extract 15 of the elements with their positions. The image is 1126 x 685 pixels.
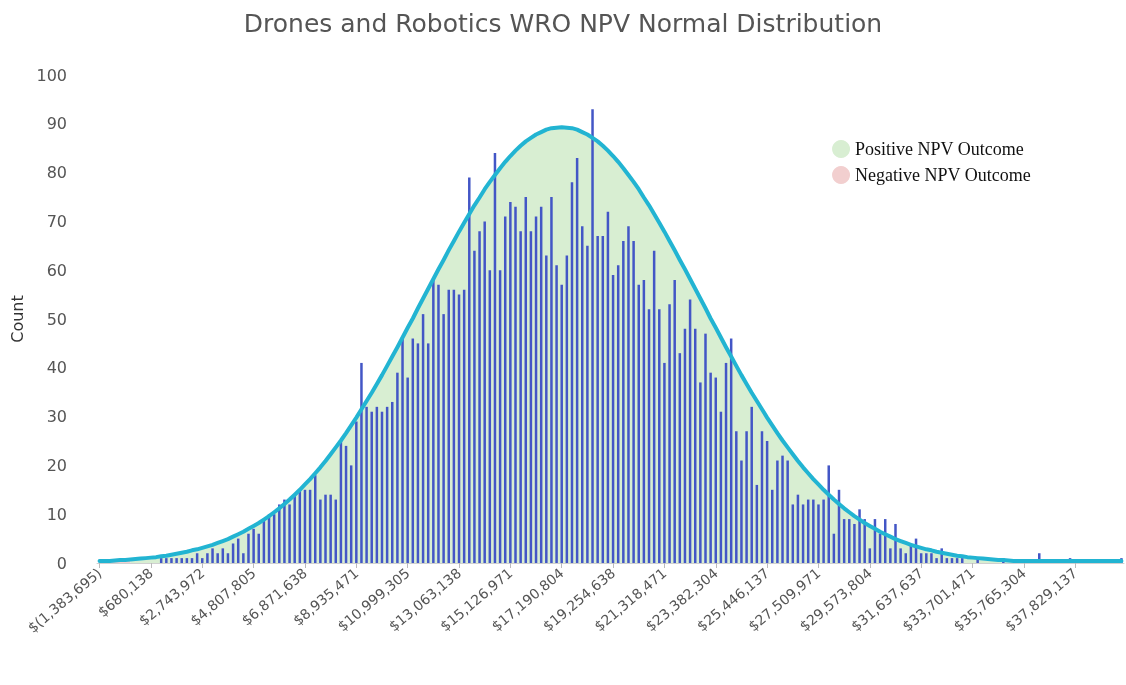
y-tick-label: 20: [46, 455, 67, 475]
legend-label: Positive NPV Outcome: [855, 139, 1024, 159]
y-tick-label: 40: [46, 358, 67, 378]
y-tick-label: 70: [46, 211, 67, 231]
y-tick-label: 10: [46, 504, 67, 524]
y-tick-label: 80: [46, 163, 67, 183]
y-axis-title: Count: [8, 295, 28, 343]
legend-label: Negative NPV Outcome: [855, 165, 1031, 185]
y-tick-label: 90: [46, 114, 67, 134]
y-tick-label: 0: [56, 553, 67, 573]
y-tick-label: 50: [46, 309, 67, 329]
y-tick-label: 30: [46, 407, 67, 427]
y-tick-label: 60: [46, 260, 67, 280]
chart-title: Drones and Robotics WRO NPV Normal Distribution: [243, 9, 883, 38]
y-tick-label: 100: [36, 65, 67, 85]
